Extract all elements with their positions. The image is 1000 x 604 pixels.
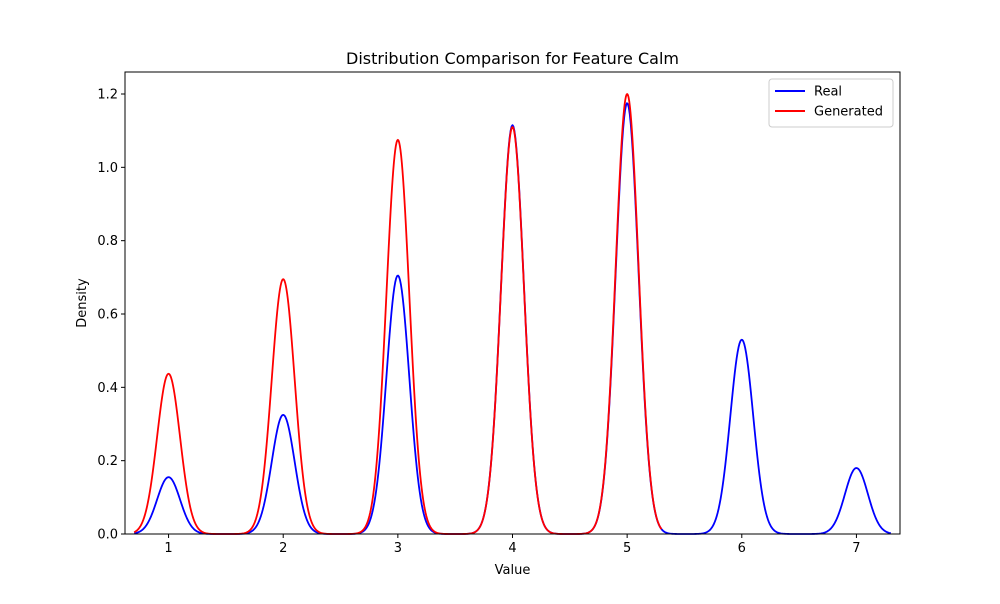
legend: Real Generated bbox=[768, 78, 894, 128]
y-tick-label: 0.8 bbox=[97, 234, 118, 249]
x-axis-label: Value bbox=[495, 563, 531, 578]
y-axis: 0.0 0.2 0.4 0.6 0.8 1.0 1.2 bbox=[97, 88, 125, 543]
x-tick-label: 5 bbox=[623, 541, 631, 556]
x-tick-label: 1 bbox=[164, 541, 172, 556]
legend-label-real: Real bbox=[814, 85, 842, 100]
y-tick-label: 1.2 bbox=[97, 88, 118, 103]
y-tick-label: 0.0 bbox=[97, 528, 118, 543]
y-tick-label: 1.0 bbox=[97, 161, 118, 176]
x-tick-label: 6 bbox=[738, 541, 746, 556]
y-tick-label: 0.4 bbox=[97, 381, 118, 396]
axes-frame bbox=[124, 71, 901, 535]
x-axis: 1 2 3 4 5 6 7 bbox=[164, 534, 861, 556]
series-layer bbox=[133, 93, 892, 535]
chart-title: Distribution Comparison for Feature Calm bbox=[346, 49, 679, 68]
x-tick-label: 4 bbox=[508, 541, 516, 556]
y-tick-label: 0.2 bbox=[97, 454, 118, 469]
legend-label-generated: Generated bbox=[814, 105, 883, 120]
plot-area bbox=[124, 71, 901, 535]
x-tick-label: 2 bbox=[279, 541, 287, 556]
series-line-generated bbox=[133, 93, 663, 535]
x-tick-label: 7 bbox=[852, 541, 860, 556]
series-line-real bbox=[134, 102, 892, 535]
y-axis-label: Density bbox=[75, 278, 90, 328]
x-tick-label: 3 bbox=[394, 541, 402, 556]
y-tick-label: 0.6 bbox=[97, 308, 118, 323]
